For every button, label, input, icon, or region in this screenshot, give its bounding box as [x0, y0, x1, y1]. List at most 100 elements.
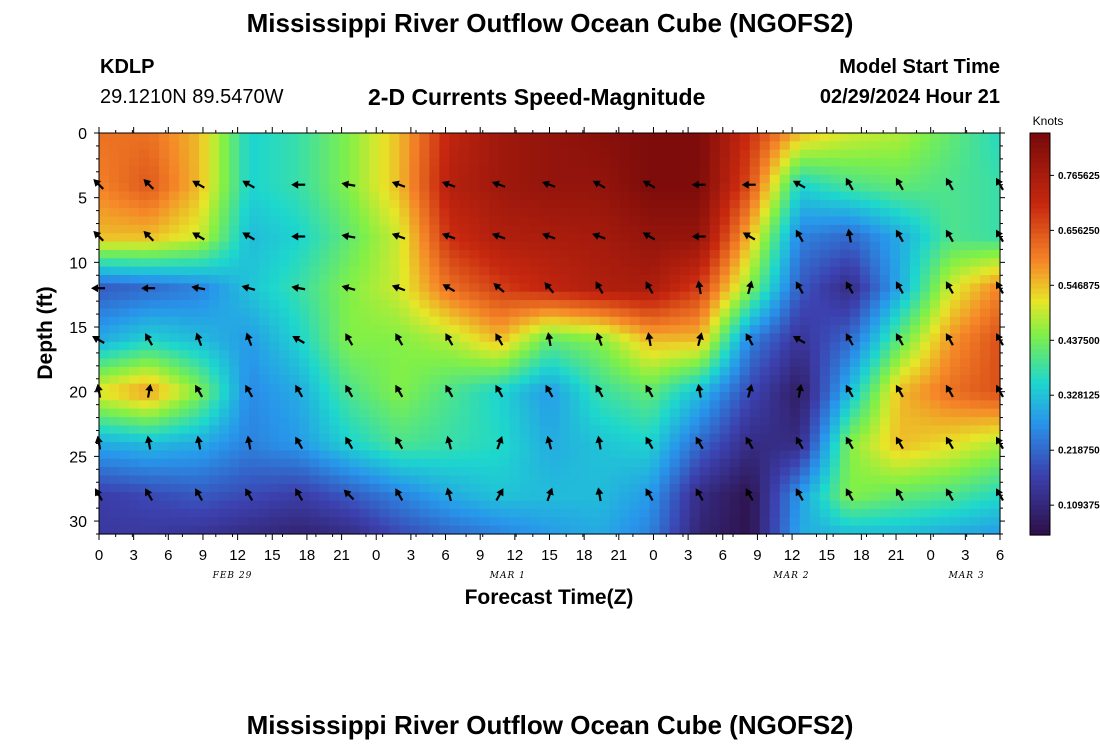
heatmap-cell — [259, 191, 270, 201]
heatmap-cell — [949, 191, 961, 201]
heatmap-cell — [389, 249, 400, 259]
heatmap-cell — [929, 283, 941, 293]
heatmap-cell — [519, 467, 531, 477]
heatmap-cell — [399, 300, 410, 310]
arrow-head — [395, 488, 403, 497]
heatmap-cell — [859, 358, 871, 368]
heatmap-cell — [639, 433, 651, 443]
colorbar-band — [1030, 208, 1050, 215]
heatmap-cell — [659, 500, 671, 510]
heatmap-cell — [189, 241, 200, 251]
heatmap-cell — [779, 492, 791, 502]
heatmap-cell — [839, 425, 851, 435]
heatmap-cell — [759, 283, 771, 293]
x-tick-label: 6 — [164, 547, 172, 564]
heatmap-cell — [479, 483, 491, 493]
heatmap-cell — [659, 141, 671, 151]
heatmap-cell — [809, 283, 821, 293]
heatmap-cell — [209, 325, 220, 335]
heatmap-cell — [559, 350, 571, 360]
heatmap-cell — [229, 300, 240, 310]
heatmap-cell — [909, 149, 921, 159]
heatmap-cell — [599, 333, 611, 343]
heatmap-cell — [889, 275, 901, 284]
heatmap-cell — [689, 174, 701, 184]
current-vector-arrow — [395, 488, 404, 501]
heatmap-cell — [489, 233, 501, 243]
heatmap-cell — [709, 249, 721, 259]
heatmap-cell — [99, 308, 110, 318]
heatmap-cell — [629, 375, 641, 385]
heatmap-cell — [189, 183, 200, 193]
heatmap-cell — [549, 458, 561, 468]
heatmap-cell — [559, 417, 571, 426]
heatmap-cell — [789, 300, 801, 310]
heatmap-cell — [429, 191, 440, 201]
current-vector-arrow — [144, 435, 153, 450]
heatmap-cell — [759, 291, 771, 301]
heatmap-cell — [129, 233, 140, 243]
heatmap-cell — [449, 241, 460, 251]
heatmap-cell — [359, 366, 370, 376]
heatmap-cell — [929, 433, 941, 443]
current-vector-arrow — [895, 488, 904, 501]
heatmap-cell — [699, 208, 711, 218]
heatmap-cell — [749, 525, 761, 535]
heatmap-cell — [559, 216, 571, 226]
heatmap-cell — [699, 350, 711, 360]
heatmap-cell — [269, 408, 280, 418]
heatmap-cell — [739, 358, 751, 368]
heatmap-cell — [609, 525, 621, 535]
heatmap-cell — [539, 316, 551, 326]
heatmap-cell — [849, 525, 861, 535]
heatmap-cell — [199, 425, 210, 435]
heatmap-cell — [159, 408, 170, 418]
heatmap-cell — [419, 133, 430, 142]
heatmap-cell — [969, 275, 981, 284]
heatmap-cell — [359, 191, 370, 201]
heatmap-cell — [539, 174, 551, 184]
heatmap-cell — [829, 475, 841, 485]
heatmap-cell — [239, 166, 250, 176]
heatmap-cell — [489, 425, 501, 435]
heatmap-cell — [949, 308, 961, 318]
heatmap-cell — [799, 308, 811, 318]
heatmap-cell — [579, 316, 591, 326]
heatmap-cell — [289, 475, 300, 485]
heatmap-cell — [669, 233, 681, 243]
heatmap-cell — [619, 417, 631, 426]
heatmap-cell — [169, 133, 180, 142]
heatmap-cell — [149, 333, 160, 343]
heatmap-cell — [249, 158, 260, 168]
heatmap-cell — [449, 333, 460, 343]
heatmap-cell — [489, 500, 501, 510]
heatmap-cell — [349, 174, 360, 184]
heatmap-cell — [129, 249, 140, 259]
heatmap-cell — [509, 517, 521, 527]
heatmap-cell — [949, 266, 961, 276]
heatmap-cell — [829, 450, 841, 460]
heatmap-cell — [209, 517, 220, 527]
heatmap-cell — [179, 300, 190, 310]
heatmap-cell — [559, 458, 571, 468]
arrow-head — [695, 488, 703, 497]
heatmap-cell — [119, 375, 130, 385]
heatmap-cell — [849, 258, 861, 268]
heatmap-cell — [159, 275, 170, 284]
heatmap-cell — [659, 199, 671, 209]
heatmap-cell — [939, 400, 951, 410]
heatmap-cell — [469, 400, 481, 410]
heatmap-cell — [889, 249, 901, 259]
heatmap-cell — [589, 408, 601, 418]
heatmap-cell — [959, 333, 971, 343]
heatmap-cell — [689, 191, 701, 201]
heatmap-cell — [819, 183, 831, 193]
heatmap-cell — [899, 283, 911, 293]
heatmap-cell — [979, 525, 991, 535]
heatmap-cell — [99, 467, 110, 477]
heatmap-cell — [679, 475, 691, 485]
current-vector-arrow — [746, 280, 754, 295]
heatmap-cell — [499, 291, 511, 301]
heatmap-cell — [229, 417, 240, 426]
arrow-head — [645, 436, 653, 445]
